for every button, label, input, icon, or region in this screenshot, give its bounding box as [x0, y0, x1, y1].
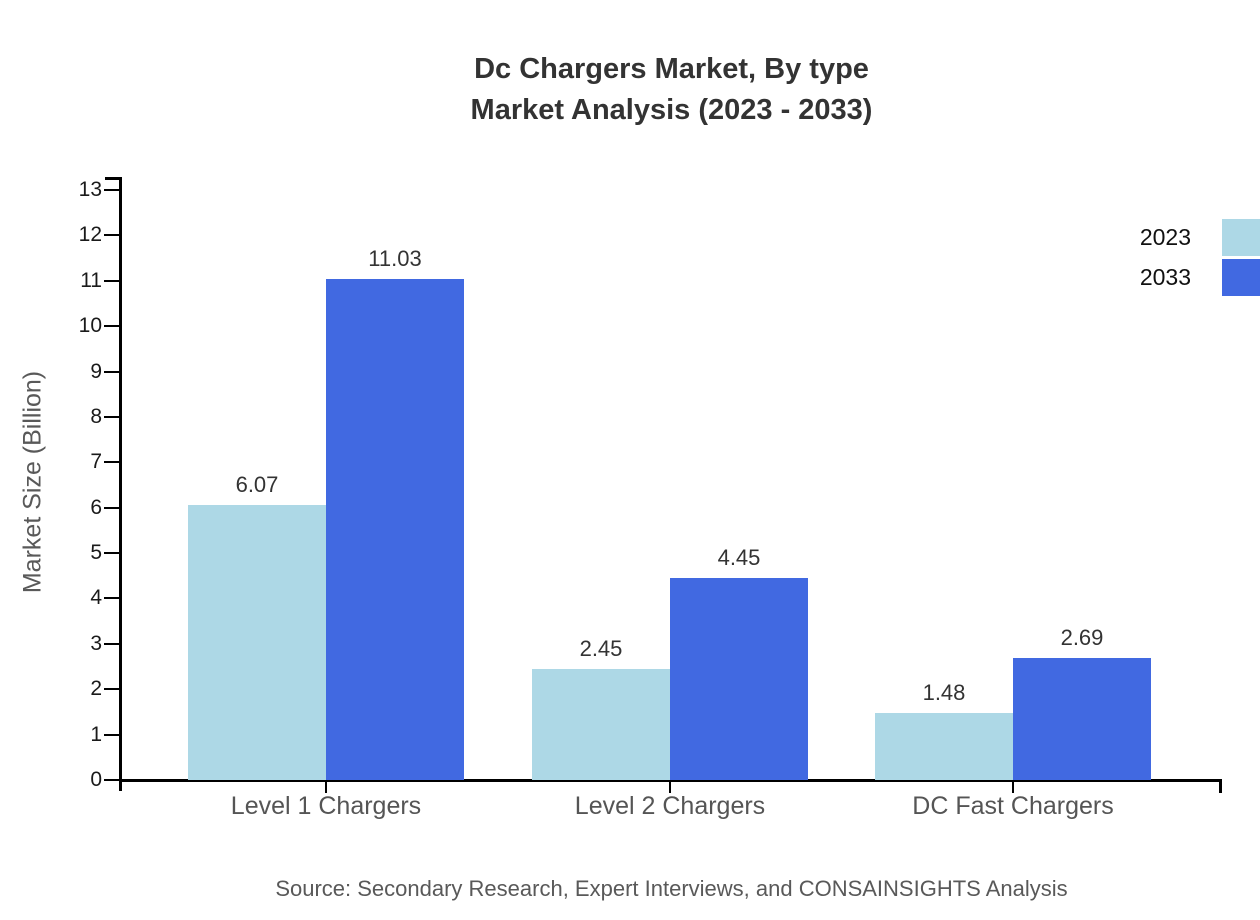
y-tick — [104, 688, 119, 690]
bar-2023-dc-fast-chargers — [875, 713, 1013, 780]
bar-2023-level-1-chargers — [188, 505, 326, 780]
bar-value-label: 2.45 — [579, 636, 623, 661]
x-category-label: Level 1 Chargers — [230, 792, 422, 820]
y-tick — [104, 234, 119, 236]
y-tick — [104, 507, 119, 509]
y-tick-label: 1 — [90, 723, 102, 746]
x-tick — [1012, 782, 1014, 793]
legend-item-2033: 2033 — [1140, 259, 1260, 296]
y-tick — [104, 371, 119, 373]
y-axis-end-cap — [105, 177, 122, 180]
legend-swatch — [1222, 259, 1260, 296]
source-text: Source: Secondary Research, Expert Inter… — [275, 876, 1068, 901]
y-tick — [104, 280, 119, 282]
y-axis-line — [119, 177, 122, 791]
y-tick — [104, 325, 119, 327]
chart-title-line2: Market Analysis (2023 - 2033) — [470, 94, 873, 126]
bar-2033-level-1-chargers — [326, 279, 464, 780]
y-tick-label: 12 — [78, 223, 102, 246]
legend-label: 2023 — [1139, 224, 1191, 250]
bar-2023-level-2-chargers — [532, 669, 670, 780]
bar-2033-dc-fast-chargers — [1013, 658, 1151, 780]
y-tick — [104, 597, 119, 599]
x-category-label: DC Fast Chargers — [912, 792, 1114, 820]
x-tick — [669, 782, 671, 793]
bar-value-label: 2.69 — [1060, 625, 1104, 650]
chart-title: Dc Chargers Market, By type Market Analy… — [121, 49, 1222, 131]
legend-label: 2033 — [1139, 264, 1191, 290]
bar-value-label: 11.03 — [368, 246, 422, 271]
y-tick — [104, 734, 119, 736]
y-tick-label: 0 — [90, 768, 102, 791]
y-tick — [104, 643, 119, 645]
legend: 2023 2033 — [1140, 219, 1260, 299]
bar-value-label: 1.48 — [922, 680, 966, 705]
y-tick — [104, 416, 119, 418]
y-tick — [104, 461, 119, 463]
y-tick-label: 7 — [90, 450, 102, 473]
y-tick-label: 8 — [90, 405, 102, 428]
y-tick-label: 2 — [90, 677, 102, 700]
bar-value-label: 4.45 — [717, 545, 761, 570]
y-tick-label: 10 — [78, 314, 102, 337]
y-tick-label: 4 — [90, 586, 102, 609]
x-axis-end-tick — [1219, 782, 1222, 793]
bar-2033-level-2-chargers — [670, 578, 808, 780]
legend-swatch — [1222, 219, 1260, 256]
y-tick — [104, 779, 119, 781]
chart-title-line1: Dc Chargers Market, By type — [474, 53, 869, 85]
x-axis-line — [119, 779, 1222, 782]
y-tick — [104, 189, 119, 191]
legend-item-2023: 2023 — [1140, 219, 1260, 256]
y-tick-label: 11 — [80, 269, 102, 292]
y-tick-label: 13 — [78, 178, 102, 201]
y-tick — [104, 552, 119, 554]
bar-value-label: 6.07 — [235, 472, 279, 497]
y-tick-label: 6 — [90, 496, 102, 519]
y-tick-label: 5 — [90, 541, 102, 564]
x-tick — [325, 782, 327, 793]
y-tick-label: 3 — [90, 632, 102, 655]
x-category-label: Level 2 Chargers — [574, 792, 766, 820]
y-tick-label: 9 — [90, 360, 102, 383]
